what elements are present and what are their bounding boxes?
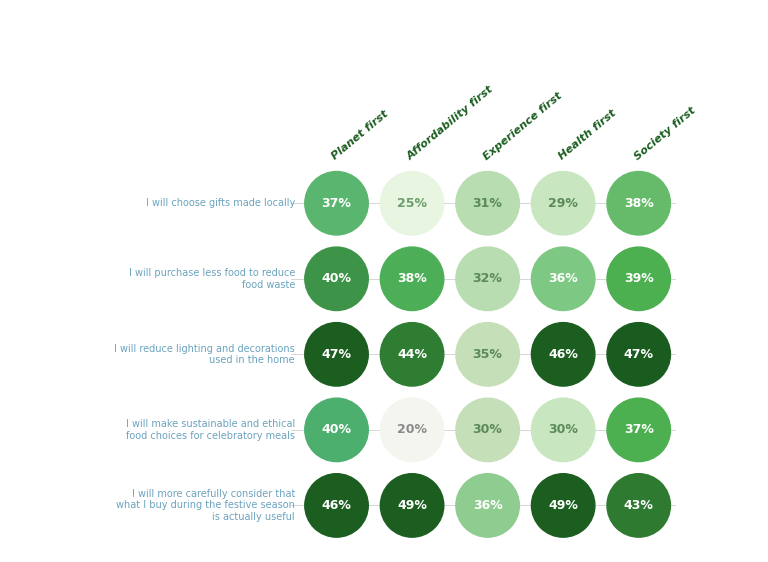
Text: Planet first: Planet first bbox=[330, 109, 390, 162]
Text: 47%: 47% bbox=[624, 348, 654, 361]
Circle shape bbox=[607, 474, 670, 537]
Text: 46%: 46% bbox=[548, 348, 578, 361]
Circle shape bbox=[607, 171, 670, 235]
Text: 49%: 49% bbox=[397, 499, 427, 512]
Circle shape bbox=[305, 474, 368, 537]
Text: Affordability first: Affordability first bbox=[406, 84, 496, 162]
Circle shape bbox=[531, 247, 595, 311]
Text: 40%: 40% bbox=[322, 423, 352, 436]
Text: 20%: 20% bbox=[397, 423, 427, 436]
Text: 36%: 36% bbox=[548, 272, 578, 285]
Text: I will purchase less food to reduce
food waste: I will purchase less food to reduce food… bbox=[128, 268, 295, 289]
Text: 30%: 30% bbox=[548, 423, 578, 436]
Text: 40%: 40% bbox=[322, 272, 352, 285]
Text: 46%: 46% bbox=[322, 499, 352, 512]
Circle shape bbox=[456, 247, 519, 311]
Text: I will reduce lighting and decorations
used in the home: I will reduce lighting and decorations u… bbox=[114, 343, 295, 365]
Text: I will more carefully consider that
what I buy during the festive season
is actu: I will more carefully consider that what… bbox=[116, 489, 295, 522]
Text: 43%: 43% bbox=[624, 499, 654, 512]
Circle shape bbox=[380, 171, 444, 235]
Circle shape bbox=[305, 247, 368, 311]
Circle shape bbox=[456, 171, 519, 235]
Circle shape bbox=[531, 323, 595, 386]
Text: I will choose gifts made locally: I will choose gifts made locally bbox=[146, 198, 295, 209]
Text: 37%: 37% bbox=[322, 197, 352, 210]
Text: 29%: 29% bbox=[548, 197, 578, 210]
Circle shape bbox=[305, 171, 368, 235]
Text: 32%: 32% bbox=[472, 272, 502, 285]
Text: Health first: Health first bbox=[557, 108, 618, 162]
Circle shape bbox=[531, 398, 595, 461]
Circle shape bbox=[531, 171, 595, 235]
Circle shape bbox=[607, 247, 670, 311]
Text: 44%: 44% bbox=[397, 348, 427, 361]
Circle shape bbox=[456, 323, 519, 386]
Text: 37%: 37% bbox=[624, 423, 654, 436]
Text: 49%: 49% bbox=[548, 499, 578, 512]
Text: 31%: 31% bbox=[472, 197, 502, 210]
Circle shape bbox=[531, 474, 595, 537]
Circle shape bbox=[607, 398, 670, 461]
Circle shape bbox=[607, 323, 670, 386]
Circle shape bbox=[456, 474, 519, 537]
Text: I will make sustainable and ethical
food choices for celebratory meals: I will make sustainable and ethical food… bbox=[126, 419, 295, 441]
Text: Experience first: Experience first bbox=[482, 90, 564, 162]
Circle shape bbox=[380, 398, 444, 461]
Text: 35%: 35% bbox=[472, 348, 502, 361]
Circle shape bbox=[380, 474, 444, 537]
Circle shape bbox=[305, 398, 368, 461]
Text: 36%: 36% bbox=[473, 499, 502, 512]
Circle shape bbox=[380, 323, 444, 386]
Text: 30%: 30% bbox=[472, 423, 502, 436]
Text: 38%: 38% bbox=[397, 272, 427, 285]
Text: Society first: Society first bbox=[632, 105, 697, 162]
Circle shape bbox=[456, 398, 519, 461]
Text: 38%: 38% bbox=[624, 197, 654, 210]
Circle shape bbox=[380, 247, 444, 311]
Circle shape bbox=[305, 323, 368, 386]
Text: 39%: 39% bbox=[624, 272, 654, 285]
Text: 47%: 47% bbox=[322, 348, 352, 361]
Text: 25%: 25% bbox=[397, 197, 427, 210]
